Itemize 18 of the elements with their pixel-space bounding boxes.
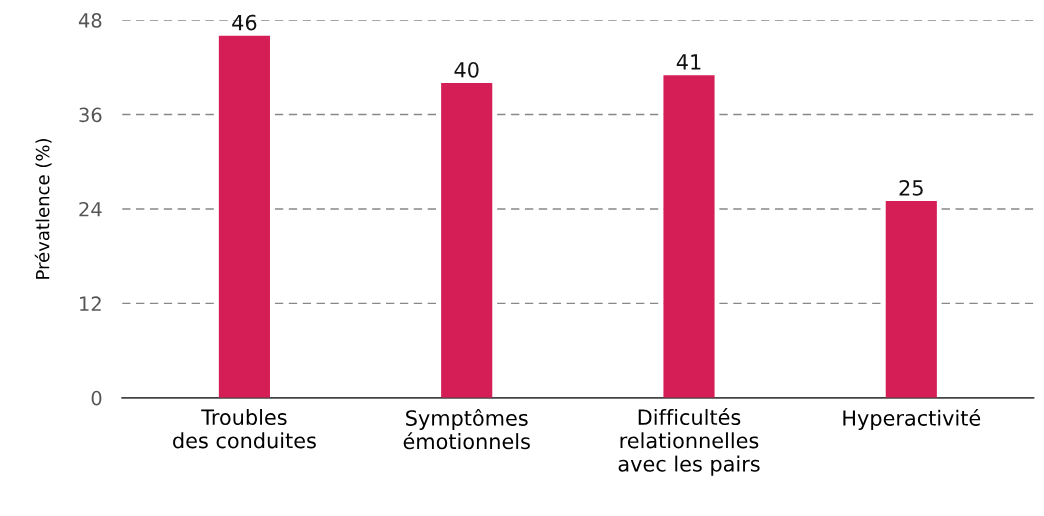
x-tick-label: Hyperactivité bbox=[843, 408, 981, 430]
bar bbox=[218, 35, 270, 398]
x-tick-label: Difficultés relationnelles avec les pairs bbox=[618, 408, 760, 476]
data-label: 25 bbox=[899, 179, 923, 196]
bar bbox=[441, 83, 493, 398]
y-tick-label: 48 bbox=[78, 13, 102, 28]
y-tick-label: 12 bbox=[80, 296, 101, 311]
y-tick-label: 36 bbox=[79, 107, 102, 123]
data-label: 40 bbox=[454, 61, 479, 78]
x-tick-label: Troubles des conduites bbox=[173, 408, 316, 449]
bar bbox=[663, 75, 715, 398]
y-tick-label: 0 bbox=[91, 390, 102, 406]
bar bbox=[885, 201, 937, 398]
y-tick-label: 24 bbox=[79, 201, 102, 217]
x-tick-label: Symptômes émotionnels bbox=[403, 408, 530, 450]
y-axis-title: Prévatlence (%) bbox=[34, 138, 52, 279]
data-label: 46 bbox=[232, 14, 257, 31]
data-label: 41 bbox=[676, 54, 701, 70]
